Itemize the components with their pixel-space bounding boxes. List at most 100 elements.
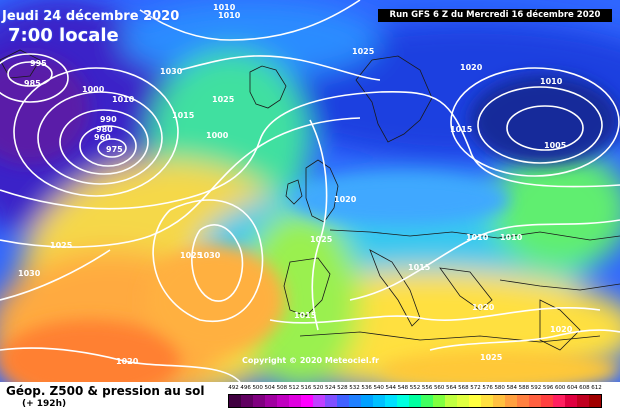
- color-scale-swatch: [265, 395, 277, 407]
- isobar-label: 1015: [408, 263, 431, 272]
- color-scale-swatch: [313, 395, 325, 407]
- isobar-label: 985: [24, 79, 41, 88]
- isobar-label: 1025: [50, 241, 73, 250]
- map-footer: Géop. Z500 & pression au sol (+ 192h) 49…: [0, 382, 620, 413]
- isobar-label: 990: [100, 115, 117, 124]
- color-scale-tick: 516: [300, 385, 312, 391]
- pressure-labels: 1010 1010 995 985 1000 1010 1030 1025 99…: [18, 3, 573, 366]
- isobar-label: 1000: [82, 85, 105, 94]
- color-scale-swatch: [529, 395, 541, 407]
- color-scale-tick: 556: [421, 385, 433, 391]
- copyright-notice: Copyright © 2020 Meteociel.fr: [242, 356, 380, 365]
- model-run-banner: Run GFS 6 Z du Mercredi 16 décembre 2020: [378, 9, 612, 22]
- color-scale-ticks: 492 496 500 504 508 512 516 520 524 528 532 536 540 5…: [228, 385, 602, 394]
- color-scale-tick: 568: [458, 385, 469, 391]
- product-title: Géop. Z500 & pression au sol: [6, 384, 205, 398]
- color-scale-swatch: [541, 395, 553, 407]
- color-scale-tick: 536: [361, 385, 372, 391]
- color-scale-tick: 608: [579, 385, 590, 391]
- color-scale-tick: 560: [433, 385, 445, 391]
- color-scale-tick: 524: [325, 385, 336, 391]
- isobar-label: 1025: [310, 235, 333, 244]
- forecast-time: 7:00 locale: [8, 25, 119, 46]
- color-scale-swatch: [301, 395, 313, 407]
- color-scale-swatch: [589, 395, 601, 407]
- color-scale-swatch: [481, 395, 493, 407]
- isobar-label: 1020: [550, 325, 573, 334]
- isobar-label: 1010: [540, 77, 563, 86]
- color-scale-swatch: [445, 395, 457, 407]
- isobar-label: 1025: [352, 47, 375, 56]
- color-scale-tick: 584: [506, 385, 518, 391]
- color-scale-tick: 576: [482, 385, 493, 391]
- color-scale-swatch: [409, 395, 421, 407]
- isobar-label: 1005: [544, 141, 567, 150]
- isobar-label: 1015: [450, 125, 473, 134]
- isobars: [0, 0, 620, 382]
- color-scale-tick: 504: [264, 385, 276, 391]
- color-scale-swatch: [385, 395, 397, 407]
- isobar-label: 1015: [294, 311, 317, 320]
- isobar-label: 1010: [213, 3, 236, 12]
- forecast-date: Jeudi 24 décembre 2020: [2, 9, 180, 24]
- color-scale-tick: 520: [312, 385, 324, 391]
- color-scale-swatch: [253, 395, 265, 407]
- isobar-label: 1020: [334, 195, 357, 204]
- color-scale-swatch: [349, 395, 361, 407]
- isobar-label: 1025: [480, 353, 503, 362]
- isobar-label: 1025: [180, 251, 203, 260]
- color-scale-swatch: [553, 395, 565, 407]
- isobar-label: 980: [96, 125, 113, 134]
- isobar-label: 995: [30, 59, 47, 68]
- isobar-label: 975: [106, 145, 123, 154]
- color-scale-swatch: [277, 395, 289, 407]
- isobar-label: 1030: [198, 251, 221, 260]
- color-scale-swatch: [229, 395, 241, 407]
- color-scale-swatch: [337, 395, 349, 407]
- color-scale-swatch: [469, 395, 481, 407]
- color-scale-swatch: [325, 395, 337, 407]
- isobar-label: 1015: [172, 111, 195, 120]
- color-scale-tick: 500: [252, 385, 263, 391]
- isobar-label: 1010: [112, 95, 135, 104]
- color-scale-tick: 548: [397, 385, 409, 391]
- pressure-map: 1010 1010 995 985 1000 1010 1030 1025 99…: [0, 0, 620, 382]
- color-scale-tick: 532: [349, 385, 360, 391]
- forecast-lead-time: (+ 192h): [22, 399, 67, 409]
- color-scale-tick: 600: [554, 385, 566, 391]
- isobar-label: 1010: [500, 233, 523, 242]
- color-scale-swatch: [361, 395, 373, 407]
- color-scale-tick: 580: [494, 385, 505, 391]
- color-scale-swatch: [289, 395, 301, 407]
- isobar-label: 1010: [466, 233, 489, 242]
- color-scale-tick: 540: [373, 385, 384, 391]
- isobar-label: 1020: [460, 63, 483, 72]
- color-scale-tick: 496: [240, 385, 251, 391]
- color-scale-swatch: [577, 395, 589, 407]
- isobar-label: 1030: [160, 67, 183, 76]
- coastlines: [0, 49, 620, 351]
- color-scale-swatch: [433, 395, 445, 407]
- isobar-label: 1020: [472, 303, 495, 312]
- isobar-label: 1030: [18, 269, 41, 278]
- color-scale-tick: 604: [567, 385, 578, 391]
- color-scale-tick: 492: [228, 385, 239, 391]
- color-scale-tick: 544: [385, 385, 397, 391]
- color-scale-swatch: [421, 395, 433, 407]
- color-scale-tick: 596: [542, 385, 554, 391]
- color-scale-swatch: [373, 395, 385, 407]
- color-scale-swatch: [505, 395, 517, 407]
- color-scale-swatch: [397, 395, 409, 407]
- color-scale-bar: [228, 394, 602, 408]
- isobar-label: 1025: [212, 95, 235, 104]
- geopotential-field: [0, 0, 620, 382]
- color-scale-tick: 572: [470, 385, 481, 391]
- isobar-label: 1020: [116, 357, 139, 366]
- isobar-label: 960: [94, 133, 111, 142]
- color-scale-tick: 512: [288, 385, 300, 391]
- color-scale-tick: 564: [446, 385, 457, 391]
- color-scale-swatch: [517, 395, 529, 407]
- color-scale-swatch: [565, 395, 577, 407]
- color-scale-tick: 508: [276, 385, 288, 391]
